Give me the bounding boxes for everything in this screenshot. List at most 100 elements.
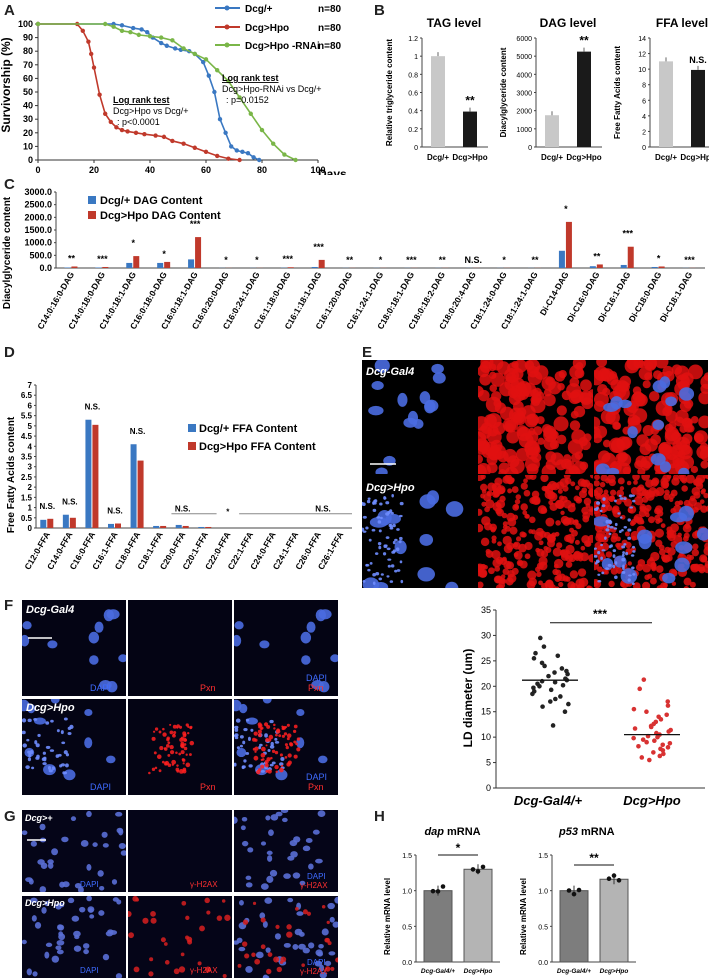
legend-dcg-n: n=80: [318, 4, 342, 15]
nucleus-dot: [245, 718, 250, 722]
a-xtick-label: 100: [310, 165, 325, 175]
nucleus-dot: [604, 536, 607, 540]
nucleus-dot: [281, 817, 288, 823]
ld-ytick-label: 15: [481, 707, 491, 717]
nucleus-dot: [382, 552, 387, 556]
b-bar: [545, 115, 559, 147]
lipid-droplet: [478, 564, 483, 573]
ld-point: [631, 706, 637, 712]
lipid-droplet: [512, 400, 524, 412]
d-bar: [137, 460, 144, 528]
a-point: [201, 59, 206, 65]
lipid-droplet: [485, 499, 495, 509]
h2ax-signal: [178, 966, 186, 973]
nucleus-dot: [98, 910, 105, 916]
b-bar: [691, 69, 705, 147]
nucleus-dot: [50, 699, 60, 704]
d-ytick-label: 1: [28, 504, 33, 513]
b-ytick-label: 12: [638, 52, 646, 59]
h2ax-signal: [142, 917, 149, 924]
nucleus-dot: [27, 718, 32, 723]
lipid-droplet: [642, 581, 651, 588]
d-ytick-label: 4: [28, 442, 33, 451]
lipid-droplet: [553, 563, 559, 569]
nucleus-dot: [55, 903, 62, 910]
lipid-droplet: [480, 537, 490, 547]
d-ytick-label: 1.5: [21, 493, 33, 502]
nucleus-dot: [111, 879, 118, 885]
c-bar: [287, 267, 294, 268]
pxn-signal: [185, 723, 189, 727]
a-point: [192, 145, 197, 150]
g-tile: [22, 896, 126, 978]
pxn-signal: [281, 725, 284, 728]
ld-point: [655, 734, 660, 740]
pxn-signal: [260, 758, 263, 762]
nucleus-dot: [372, 508, 377, 512]
d-ytick-label: 5: [28, 422, 33, 431]
b-ytick-label: 6000: [516, 36, 532, 43]
ld-point: [640, 737, 646, 742]
nucleus-dot: [597, 550, 601, 555]
d-ytick-label: 3.5: [21, 453, 33, 462]
nucleus-dot: [293, 836, 301, 843]
lipid-droplet: [503, 448, 517, 463]
nucleus-dot: [45, 942, 53, 948]
lipid-droplet: [643, 360, 658, 370]
d-bar: [115, 523, 121, 528]
nucleus-dot: [599, 509, 603, 513]
pxn-signal: [275, 733, 278, 737]
lipid-droplet: [704, 542, 708, 551]
a-point: [203, 57, 209, 62]
lipid-droplet: [672, 440, 683, 451]
nucleus-dot: [396, 528, 400, 531]
lipid-droplet: [703, 563, 708, 574]
pxn-signal: [293, 724, 298, 729]
lipid-droplet: [693, 477, 703, 487]
nucleus-dot: [621, 553, 625, 557]
pxn-signal: [154, 727, 159, 731]
nucleus-dot: [617, 512, 621, 515]
ld-ytick-label: 0: [486, 783, 491, 793]
h2ax-signal: [260, 917, 266, 923]
lipid-droplet: [511, 410, 526, 424]
nucleus-dot: [283, 942, 291, 948]
lipid-droplet: [502, 521, 508, 527]
d-ytick-label: 2: [28, 483, 33, 492]
h-ytick-label: 0.5: [402, 924, 412, 931]
lipid-droplet: [521, 382, 537, 397]
nucleus-dot: [70, 816, 77, 822]
nucleus-dot: [51, 848, 59, 856]
nucleus-dot: [376, 516, 381, 519]
c-bar: [157, 262, 164, 268]
lipid-droplet: [541, 485, 548, 492]
lipid-droplet: [501, 528, 507, 535]
lipid-droplet: [575, 496, 583, 504]
nucleus-dot: [236, 747, 247, 758]
h2ax-signal: [185, 915, 190, 920]
d-bar: [62, 514, 69, 528]
d-bar: [69, 517, 76, 528]
h2ax-signal: [163, 942, 168, 946]
c-bar: [188, 259, 195, 268]
lipid-droplet: [533, 426, 543, 436]
nucleus-dot: [628, 574, 632, 577]
nucleus-dot: [239, 744, 244, 748]
pxn-signal: [189, 726, 193, 730]
lipid-droplet: [639, 443, 652, 456]
nucleus-dot: [275, 769, 288, 781]
nucleus-dot: [630, 554, 635, 557]
nucleus-dot: [44, 951, 50, 959]
nucleus-dot: [267, 749, 271, 752]
d-sig: N.S.: [85, 403, 101, 412]
c-sig: ***: [406, 255, 417, 265]
a-ytick-label: 60: [23, 73, 33, 83]
pxn-signal: [264, 763, 269, 768]
e-tile: [478, 360, 593, 474]
h2ax-signal: [302, 909, 308, 915]
nucleus-dot: [29, 750, 34, 755]
lipid-droplet: [546, 533, 556, 543]
nucleus-dot: [118, 654, 126, 663]
nucleus-dot: [89, 914, 95, 919]
nucleus-dot: [62, 881, 70, 888]
